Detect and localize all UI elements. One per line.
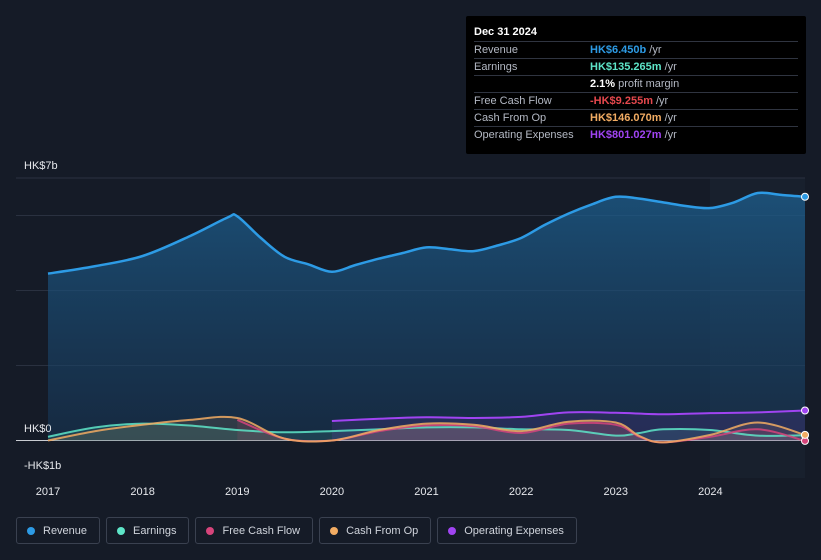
tooltip-row-unit: profit margin: [618, 78, 680, 90]
tooltip-row: Earnings HK$135.265m/yr: [474, 59, 798, 76]
x-tick-label: 2019: [225, 486, 250, 498]
tooltip-row: Revenue HK$6.450b/yr: [474, 42, 798, 59]
tooltip-row: Free Cash Flow -HK$9.255m/yr: [474, 93, 798, 110]
series-end-markers: [801, 192, 809, 445]
tooltip-row-label: Earnings: [474, 61, 518, 73]
revenue-line: [47, 191, 806, 275]
tooltip-row-label: Cash From Op: [474, 112, 547, 124]
y-axis-top-label: HK$7b: [24, 160, 58, 172]
legend-dot-icon: [448, 526, 457, 535]
tooltip-row-value: 2.1%: [590, 78, 616, 90]
tooltip-row-value: HK$135.265m: [590, 61, 662, 73]
legend-label: Revenue: [43, 524, 88, 537]
tooltip-row-value: HK$6.450b: [590, 44, 647, 56]
y-axis-bottom-label: -HK$1b: [24, 460, 62, 472]
legend-item-free-cash-flow[interactable]: Free Cash Flow: [195, 517, 314, 544]
operating-expenses-end-point: [801, 406, 809, 415]
legend-item-cash-from-op[interactable]: Cash From Op: [319, 517, 432, 544]
x-tick-label: 2021: [414, 486, 439, 498]
legend-item-earnings[interactable]: Earnings: [106, 517, 190, 544]
tooltip-row-label: Revenue: [474, 44, 519, 56]
legend-label: Operating Expenses: [464, 524, 564, 537]
x-tick-label: 2017: [35, 486, 61, 498]
tooltip-row: Cash From Op HK$146.070m/yr: [474, 110, 798, 127]
series-areas: [48, 192, 806, 443]
tooltip-row-value: HK$146.070m: [590, 112, 662, 124]
tooltip-row-label: Operating Expenses: [474, 129, 574, 141]
series-lines: [47, 191, 806, 444]
tooltip-row-unit: /yr: [664, 129, 677, 141]
legend-label: Earnings: [133, 524, 177, 537]
tooltip-row-unit: /yr: [664, 112, 677, 124]
legend-dot-icon: [27, 526, 35, 535]
legend-dot-icon: [117, 526, 126, 535]
tooltip-date: Dec 31 2024: [474, 24, 798, 42]
tooltip-row-unit: /yr: [649, 44, 662, 56]
cash-from-op-line: [47, 415, 806, 444]
tooltip-row-value: -HK$9.255m: [590, 95, 653, 107]
tooltip-row-unit: /yr: [664, 61, 677, 73]
legend-label: Cash From Op: [346, 524, 419, 537]
legend: Revenue Earnings Free Cash Flow Cash From O…: [16, 517, 577, 544]
x-tick-label: 2023: [603, 486, 628, 498]
y-axis-zero-label: HK$0: [24, 423, 52, 435]
legend-dot-icon: [206, 526, 215, 535]
tooltip-rows: Revenue HK$6.450b/yr Earnings HK$135.265m/y…: [474, 42, 798, 143]
tooltip-row: Operating Expenses HK$801.027m/yr: [474, 127, 798, 143]
revenue-area: [48, 192, 805, 441]
x-tick-label: 2024: [698, 486, 723, 498]
tooltip-row: 2.1% profit margin: [474, 76, 798, 93]
tooltip-row-label: Free Cash Flow: [474, 95, 552, 107]
earnings-line: [47, 422, 806, 438]
free-cash-flow-area: [237, 419, 806, 443]
legend-label: Free Cash Flow: [222, 524, 301, 537]
legend-item-operating-expenses[interactable]: Operating Expenses: [437, 517, 577, 544]
x-tick-label: 2020: [319, 486, 345, 498]
operating-expenses-line: [331, 409, 806, 422]
legend-item-revenue[interactable]: Revenue: [16, 517, 101, 544]
legend-dot-icon: [330, 526, 339, 535]
tooltip: Dec 31 2024 Revenue HK$6.450b/yr Earnings H…: [466, 16, 806, 154]
tooltip-row-label: [474, 76, 590, 92]
tooltip-row-unit: /yr: [655, 95, 669, 107]
cash-from-op-end-point: [801, 430, 809, 439]
revenue-end-point: [801, 192, 809, 201]
x-tick-label: 2022: [508, 486, 534, 498]
x-tick-label: 2018: [130, 486, 155, 498]
tooltip-row-value: HK$801.027m: [590, 129, 662, 141]
